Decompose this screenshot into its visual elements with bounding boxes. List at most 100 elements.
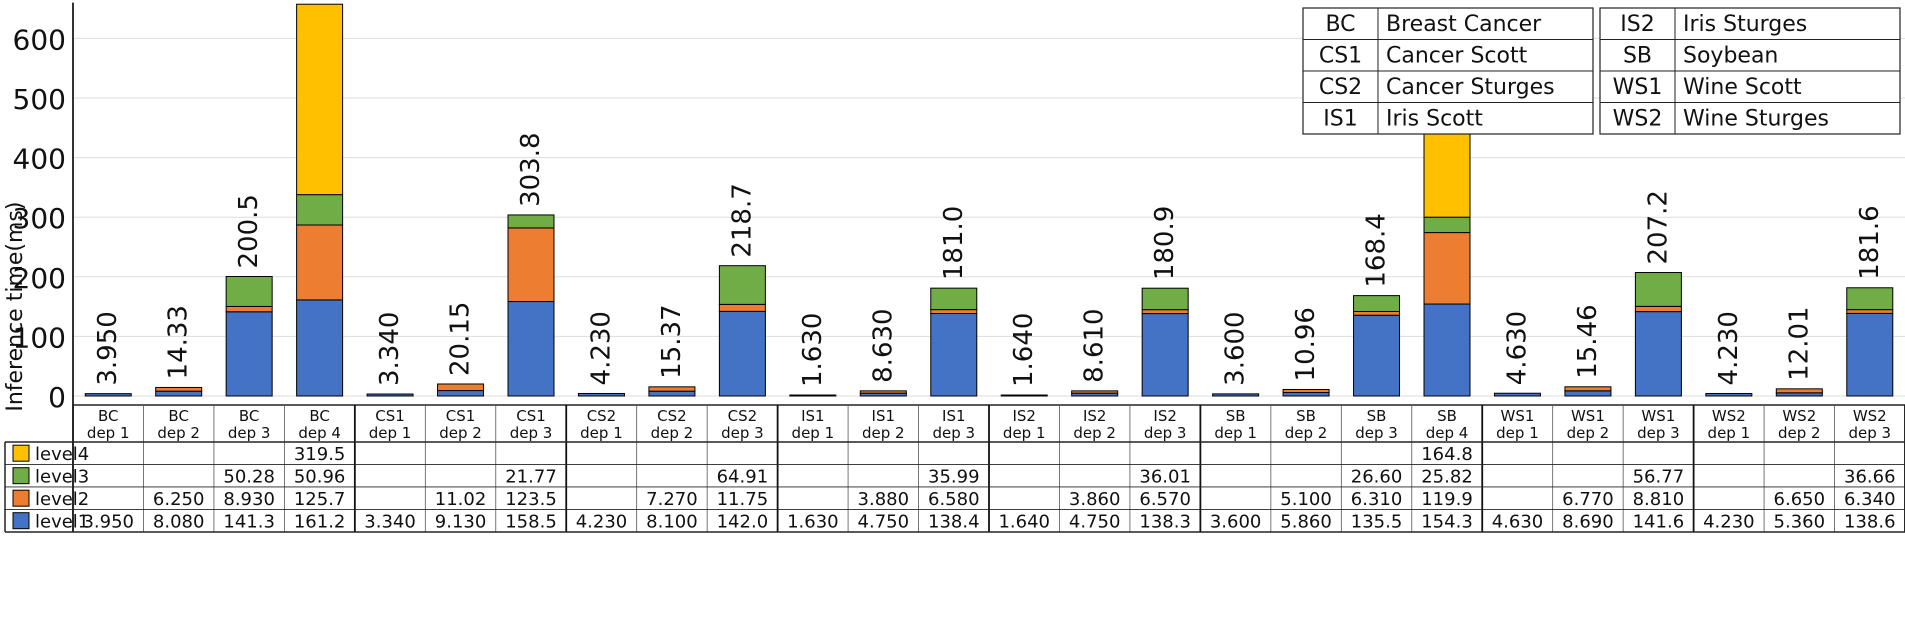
key-fullname: Cancer Sturges [1386,75,1555,100]
key-abbrev: WS1 [1613,75,1663,100]
bar-segment-level1 [789,394,837,397]
bar-total-label: 20.15 [446,302,476,376]
table-value: 25.82 [1421,467,1473,488]
table-value: 5.100 [1280,489,1332,510]
bar-segment-level3 [1141,287,1189,311]
y-tick-label: 300 [13,202,66,235]
bar-segment-level2 [1634,305,1682,313]
table-value: 8.080 [153,512,205,533]
x-category-label: CS1 [516,407,546,425]
bar-segment-level1 [1493,392,1541,397]
bar-segment-level2 [1564,386,1612,392]
bar-total-label: 3.340 [375,312,405,386]
x-category-label: CS2 [587,407,617,425]
bar-segment-level1 [1846,312,1894,397]
table-value: 36.01 [1139,467,1191,488]
x-depth-label: dep 1 [369,424,412,442]
key-fullname: Cancer Scott [1386,44,1528,69]
table-value: 141.6 [1633,512,1685,533]
bar-total-label: 4.230 [1714,311,1744,385]
bar-segment-level1 [84,393,132,397]
y-tick-label: 600 [13,23,66,56]
table-value: 138.4 [928,512,980,533]
bar-segment-level2 [296,224,344,301]
key-abbrev: SB [1623,44,1652,69]
x-depth-label: dep 3 [510,424,553,442]
y-tick-label: 500 [13,83,66,116]
x-depth-label: dep 2 [651,424,694,442]
table-value: 135.5 [1351,512,1403,533]
table-value: 5.860 [1280,512,1332,533]
legend-label: level1 [35,512,89,533]
table-value: 8.810 [1633,489,1685,510]
x-depth-label: dep 4 [1426,424,1469,442]
table-value: 161.2 [294,512,346,533]
bar-segment-level1 [1634,311,1682,397]
x-depth-label: dep 3 [228,424,271,442]
x-category-label: IS2 [1012,407,1036,425]
legend-swatch-level2 [12,489,30,507]
x-depth-label: dep 2 [1778,424,1821,442]
bar-segment-level2 [437,383,485,392]
x-depth-label: dep 3 [1355,424,1398,442]
bar-total-label: 3.950 [93,311,123,385]
bar-segment-level2 [1071,390,1119,394]
bar-segment-level1 [1282,392,1330,397]
y-tick-label: 400 [13,143,66,176]
table-value: 8.930 [223,489,275,510]
x-category-label: WS1 [1501,407,1535,425]
x-depth-label: dep 2 [1073,424,1116,442]
x-category-label: CS1 [446,407,476,425]
x-category-label: WS1 [1571,407,1605,425]
bar-total-label: 303.8 [516,132,546,206]
legend-swatch-level1 [12,512,30,530]
bar-total-label: 10.96 [1291,307,1321,381]
bar-total-label: 14.33 [164,305,194,379]
legend-swatch-level4 [12,444,30,462]
table-value: 36.66 [1844,467,1896,488]
bar-segment-level3 [718,265,766,305]
x-category-label: SB [1437,407,1457,425]
table-value: 123.5 [505,489,557,510]
bar-segment-level1 [930,313,978,397]
bar-segment-level3 [296,194,344,226]
bar-segment-level1 [1564,390,1612,397]
key-abbrev: CS1 [1319,44,1362,69]
bar-segment-level3 [930,287,978,311]
table-value: 3.950 [82,512,134,533]
key-fullname: Wine Sturges [1683,107,1829,132]
table-value: 4.230 [1703,512,1755,533]
x-category-label: WS1 [1641,407,1675,425]
table-value: 142.0 [717,512,769,533]
x-category-label: WS2 [1782,407,1816,425]
bar-segment-level1 [1141,313,1189,397]
x-category-label: BC [309,407,330,425]
x-category-label: WS2 [1712,407,1746,425]
x-depth-label: dep 3 [932,424,975,442]
table-value: 3.880 [858,489,910,510]
x-category-label: CS2 [728,407,758,425]
key-fullname: Wine Scott [1683,75,1802,100]
table-value: 26.60 [1351,467,1403,488]
key-abbrev: CS2 [1319,75,1362,100]
bar-total-label: 3.600 [1221,311,1251,385]
y-axis-title: Inference time(ms) [3,202,28,412]
table-value: 6.770 [1562,489,1614,510]
bar-segment-level2 [859,390,907,394]
bar-segment-level1 [1353,314,1401,397]
bar-segment-level1 [155,390,203,397]
bar-segment-level1 [1000,394,1048,397]
bar-segment-level2 [1775,388,1823,394]
table-value: 158.5 [505,512,557,533]
x-category-label: CS1 [375,407,405,425]
bar-total-label: 207.2 [1643,190,1673,264]
x-depth-label: dep 1 [1003,424,1046,442]
bar-segment-level1 [225,311,273,397]
table-value: 6.580 [928,489,980,510]
bar-segment-level1 [577,392,625,397]
y-tick-label: 100 [13,321,66,354]
bar-total-label: 12.01 [1784,306,1814,380]
bar-total-label: 1.640 [1009,313,1039,387]
bar-segment-level2 [1846,309,1894,314]
